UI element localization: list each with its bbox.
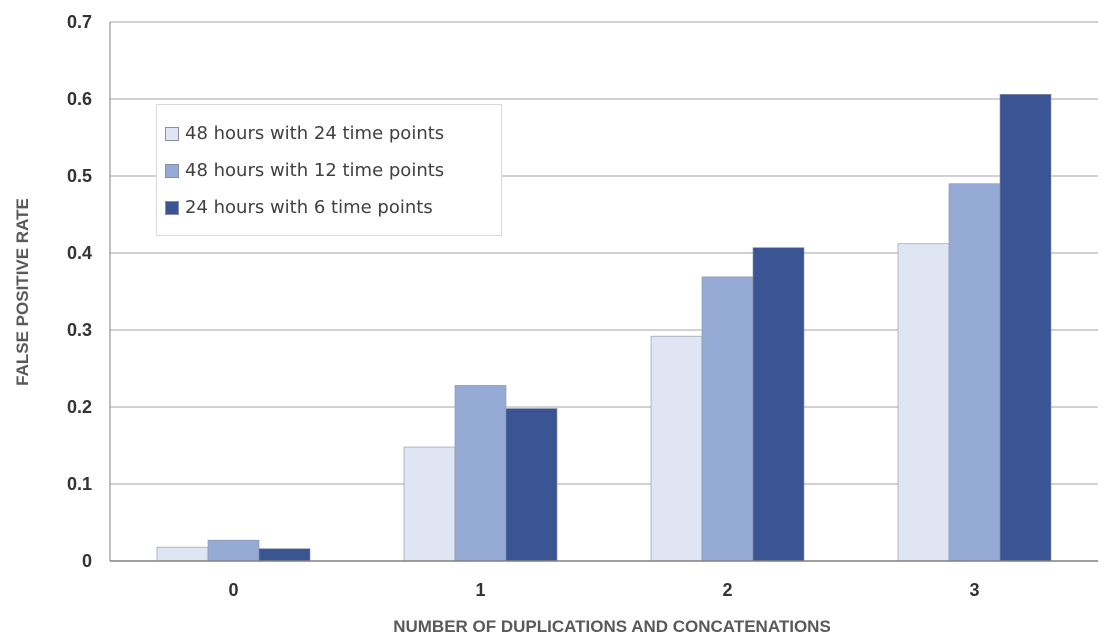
bar-series-1-category-3	[897, 243, 950, 562]
bar-series-3-category-1	[505, 408, 558, 562]
bar-series-3-category-0	[258, 548, 311, 562]
bar-series-2-category-1	[454, 385, 507, 562]
y-tick-label: 0.6	[67, 89, 92, 109]
y-tick-label: 0.1	[67, 474, 92, 494]
y-tick-label: 0.4	[67, 243, 92, 263]
y-tick-labels: 0 0.1 0.2 0.3 0.4 0.5 0.6 0.7	[67, 12, 92, 571]
bar-series-1-category-2	[650, 335, 703, 562]
y-tick-label: 0.7	[67, 12, 92, 32]
legend-swatch-series-3	[165, 200, 179, 215]
bar-series-2-category-2	[701, 276, 754, 562]
y-tick-label: 0.5	[67, 166, 92, 186]
y-tick-label: 0	[82, 551, 92, 571]
bar-series-2-category-3	[948, 183, 1001, 562]
bar-series-1-category-1	[403, 446, 456, 562]
legend-item-series-1: 48 hours with 24 time points	[165, 115, 493, 152]
x-tick-label: 3	[969, 580, 979, 600]
bar-series-2-category-0	[207, 539, 260, 562]
legend-swatch-series-1	[165, 126, 179, 141]
bar-series-3-category-3	[999, 94, 1052, 562]
bar-series-3-category-2	[752, 247, 805, 562]
y-tick-label: 0.3	[67, 320, 92, 340]
y-tick-label: 0.2	[67, 397, 92, 417]
legend: 48 hours with 24 time points 48 hours wi…	[156, 104, 502, 236]
bar-series-1-category-0	[156, 546, 209, 562]
legend-item-series-3: 24 hours with 6 time points	[165, 189, 493, 226]
x-tick-label: 1	[475, 580, 485, 600]
legend-item-series-2: 48 hours with 12 time points	[165, 152, 493, 189]
x-tick-labels: 0 1 2 3	[228, 580, 979, 600]
legend-label-series-2: 48 hours with 12 time points	[185, 160, 445, 181]
bars	[156, 94, 1052, 562]
x-tick-label: 0	[228, 580, 238, 600]
x-axis-title: NUMBER OF DUPLICATIONS AND CONCATENATION…	[393, 617, 831, 636]
legend-swatch-series-2	[165, 163, 179, 178]
x-tick-label: 2	[722, 580, 732, 600]
legend-label-series-3: 24 hours with 6 time points	[185, 197, 433, 218]
legend-label-series-1: 48 hours with 24 time points	[185, 123, 445, 144]
y-axis-title: FALSE POSITIVE RATE	[13, 198, 32, 386]
axes	[109, 22, 1098, 562]
